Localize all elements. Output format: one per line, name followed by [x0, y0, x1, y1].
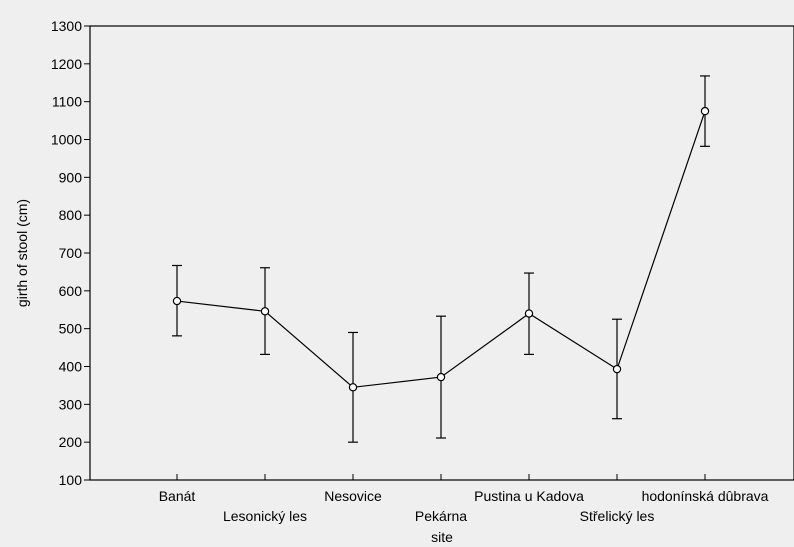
y-axis-title: girth of stool (cm) [14, 199, 30, 307]
y-tick-label: 200 [59, 434, 83, 450]
y-tick-label: 400 [59, 359, 83, 375]
data-point [700, 106, 710, 116]
y-tick-label: 700 [59, 245, 83, 261]
x-tick-label: Banát [159, 488, 196, 504]
data-point [612, 364, 622, 374]
x-tick-label: Nesovice [324, 488, 382, 504]
data-point [348, 383, 358, 392]
y-tick-label: 900 [59, 169, 83, 185]
x-tick-label: hodonínská dûbrava [642, 488, 769, 504]
y-tick-label: 1300 [51, 18, 82, 34]
x-tick-label: Střelický les [580, 508, 655, 524]
x-tick-label: Pekárna [415, 508, 467, 524]
y-tick-label: 1000 [51, 132, 82, 148]
data-point [524, 309, 534, 318]
y-tick-label: 1200 [51, 56, 82, 72]
y-tick-label: 1100 [52, 94, 82, 110]
y-tick-label: 600 [59, 283, 83, 299]
data-point [436, 372, 446, 382]
y-axis: 100 200 300 400 500 600 700 800 900 1000 1100 1200 1… [51, 18, 90, 488]
y-tick-label: 500 [59, 321, 83, 337]
y-tick-label: 300 [59, 396, 83, 412]
y-tick-label: 800 [59, 207, 83, 223]
y-tick-label: 100 [59, 472, 83, 488]
x-axis-title: site [431, 529, 453, 545]
x-axis: Banát Lesonický les Nesovice Pekárna Pustina… [159, 474, 769, 524]
plot-frame [89, 25, 794, 481]
data-point [172, 296, 182, 306]
markers [172, 106, 710, 392]
x-tick-label: Pustina u Kadova [474, 488, 584, 504]
error-bars [172, 75, 710, 443]
data-point [260, 307, 270, 316]
x-tick-label: Lesonický les [223, 508, 307, 524]
